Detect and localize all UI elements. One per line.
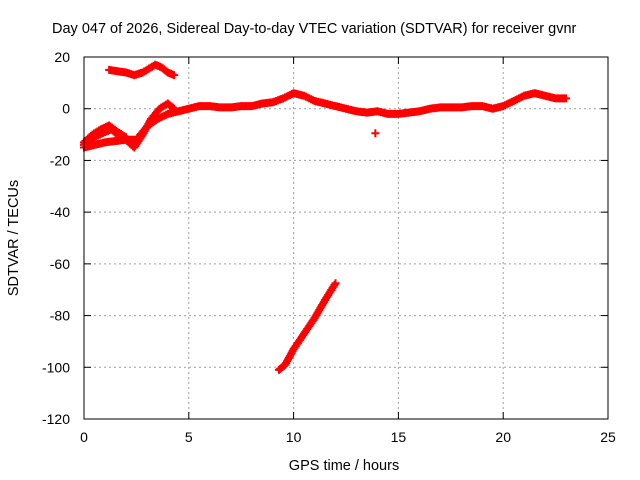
y-tick-label: 0 [62, 101, 70, 117]
plot-frame [83, 56, 609, 420]
y-tick-label: -120 [42, 411, 70, 427]
data-point [331, 279, 340, 288]
x-tick-label: 0 [80, 429, 88, 445]
y-tick-label: -100 [42, 359, 70, 375]
y-ticks: -120 -100 -80 -60 -40 -20 0 20 [42, 49, 608, 427]
y-axis-label: SDTVAR / TECUs [6, 180, 22, 296]
chart-title: Day 047 of 2026, Sidereal Day-to-day VTE… [52, 21, 577, 37]
data-point [371, 129, 380, 138]
data-point [121, 133, 130, 142]
data-point [562, 94, 571, 103]
data-points [80, 60, 571, 374]
y-tick-label: -40 [50, 204, 70, 220]
x-tick-label: 10 [286, 429, 302, 445]
x-ticks: 0 5 10 15 20 25 [80, 57, 616, 445]
x-tick-label: 20 [495, 429, 511, 445]
y-tick-label: 20 [54, 49, 70, 65]
y-tick-label: -20 [50, 152, 70, 168]
y-tick-label: -80 [50, 308, 70, 324]
x-tick-label: 25 [600, 429, 616, 445]
data-point [170, 71, 179, 80]
x-tick-label: 15 [391, 429, 407, 445]
x-tick-label: 5 [185, 429, 193, 445]
x-axis-label: GPS time / hours [289, 458, 399, 474]
y-tick-label: -60 [50, 256, 70, 272]
data-point [168, 103, 177, 112]
data-point [170, 104, 179, 113]
